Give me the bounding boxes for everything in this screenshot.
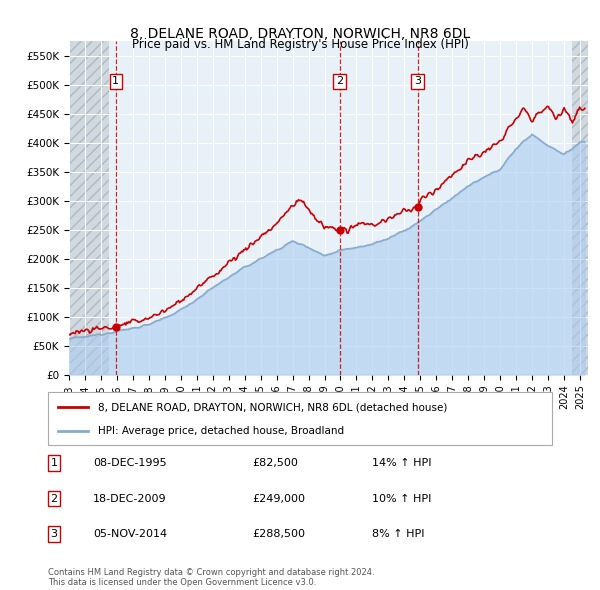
Text: Contains HM Land Registry data © Crown copyright and database right 2024.
This d: Contains HM Land Registry data © Crown c… <box>48 568 374 587</box>
Text: 3: 3 <box>50 529 58 539</box>
Text: 8, DELANE ROAD, DRAYTON, NORWICH, NR8 6DL: 8, DELANE ROAD, DRAYTON, NORWICH, NR8 6D… <box>130 27 470 41</box>
Text: 08-DEC-1995: 08-DEC-1995 <box>93 458 167 468</box>
Text: 05-NOV-2014: 05-NOV-2014 <box>93 529 167 539</box>
Text: HPI: Average price, detached house, Broadland: HPI: Average price, detached house, Broa… <box>98 425 344 435</box>
Text: 18-DEC-2009: 18-DEC-2009 <box>93 494 167 503</box>
Text: 14% ↑ HPI: 14% ↑ HPI <box>372 458 431 468</box>
Text: 1: 1 <box>112 76 119 86</box>
Text: 8% ↑ HPI: 8% ↑ HPI <box>372 529 425 539</box>
Text: Price paid vs. HM Land Registry's House Price Index (HPI): Price paid vs. HM Land Registry's House … <box>131 38 469 51</box>
Text: 10% ↑ HPI: 10% ↑ HPI <box>372 494 431 503</box>
Text: 8, DELANE ROAD, DRAYTON, NORWICH, NR8 6DL (detached house): 8, DELANE ROAD, DRAYTON, NORWICH, NR8 6D… <box>98 402 448 412</box>
FancyBboxPatch shape <box>48 392 552 445</box>
Text: 3: 3 <box>414 76 421 86</box>
Bar <box>572 41 588 375</box>
Text: £288,500: £288,500 <box>252 529 305 539</box>
Text: £249,000: £249,000 <box>252 494 305 503</box>
Text: 2: 2 <box>336 76 343 86</box>
Text: £82,500: £82,500 <box>252 458 298 468</box>
Text: 1: 1 <box>50 458 58 468</box>
Bar <box>69 41 109 375</box>
Text: 2: 2 <box>50 494 58 503</box>
